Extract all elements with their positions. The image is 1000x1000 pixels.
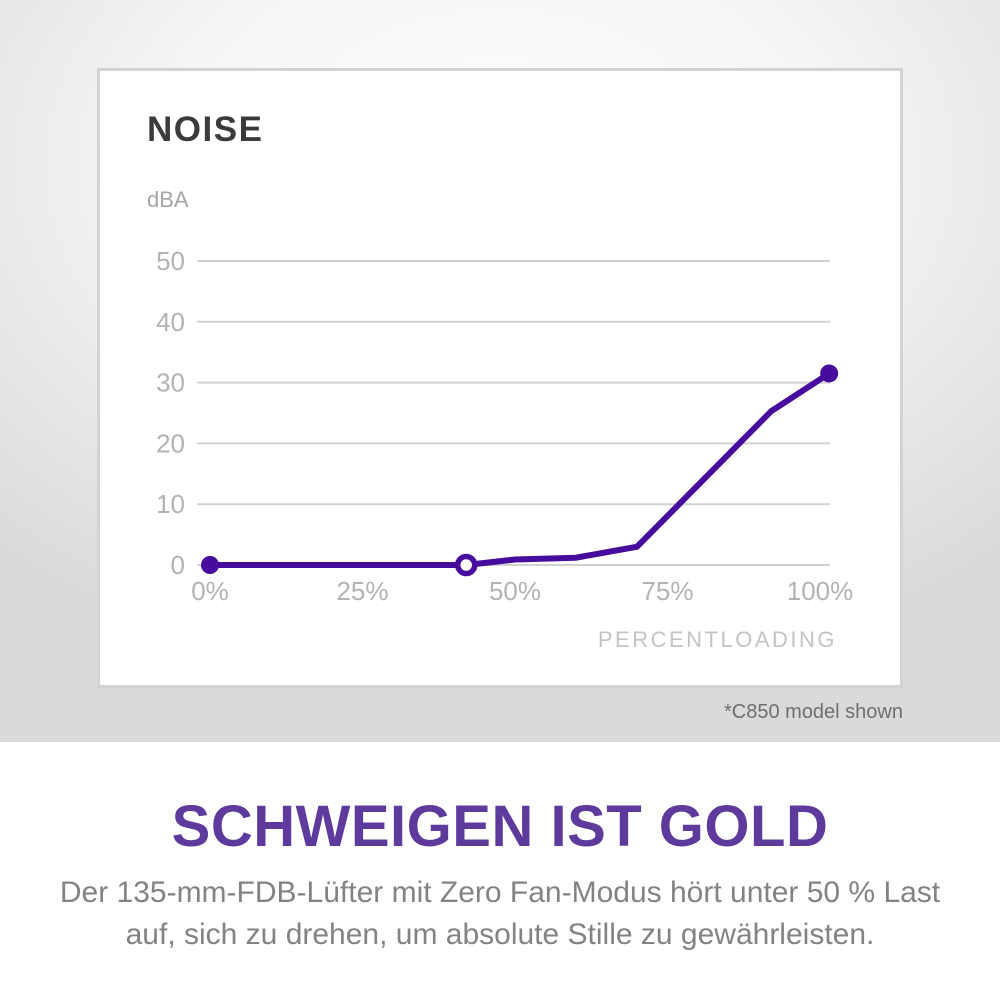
y-tick-label: 20 <box>156 428 185 458</box>
y-tick-label: 10 <box>156 489 185 519</box>
headline: SCHWEIGEN IST GOLD <box>171 794 829 859</box>
model-footnote: *C850 model shown <box>724 701 903 723</box>
x-tick-label: 75% <box>641 576 693 606</box>
noise-line <box>207 370 833 568</box>
noise-line-chart: 50 40 30 20 10 00% 25% 50% 75% 100% <box>156 246 854 606</box>
data-point-marker-open <box>454 553 478 577</box>
x-tick-label: 50% <box>489 576 541 606</box>
x-axis-title: PERCENTLOADING <box>597 627 837 652</box>
x-tick-label: 100% <box>787 576 854 606</box>
y-tick-label: 50 <box>156 246 185 276</box>
y-tick-label: 0 <box>171 550 185 580</box>
data-point-marker-filled <box>820 364 839 383</box>
y-tick-label: 30 <box>156 368 185 398</box>
body-line-1: Der 135-mm-FDB-Lüfter mit Zero Fan-Modus… <box>59 876 941 909</box>
chart-section: NOISE dBA 50 40 30 20 10 0 0% 25% 50% 75% 100% PER… <box>0 0 1000 742</box>
x-tick-label: 0% <box>191 576 229 606</box>
x-tick-label: 25% <box>336 576 388 606</box>
body-copy: Der 135-mm-FDB-Lüfter mit Zero Fan-Modus… <box>0 872 1000 956</box>
body-line-2: auf, sich zu drehen, um absolute Stille … <box>125 918 875 951</box>
noise-chart-card: NOISE dBA 50 40 30 20 10 0 0% 25% 50% 75% 100% PER… <box>97 68 903 688</box>
data-point-marker-filled <box>201 556 219 574</box>
y-tick-label: 40 <box>156 307 185 337</box>
y-axis-unit-label: dBA <box>147 187 189 212</box>
chart-title: NOISE <box>147 110 264 149</box>
